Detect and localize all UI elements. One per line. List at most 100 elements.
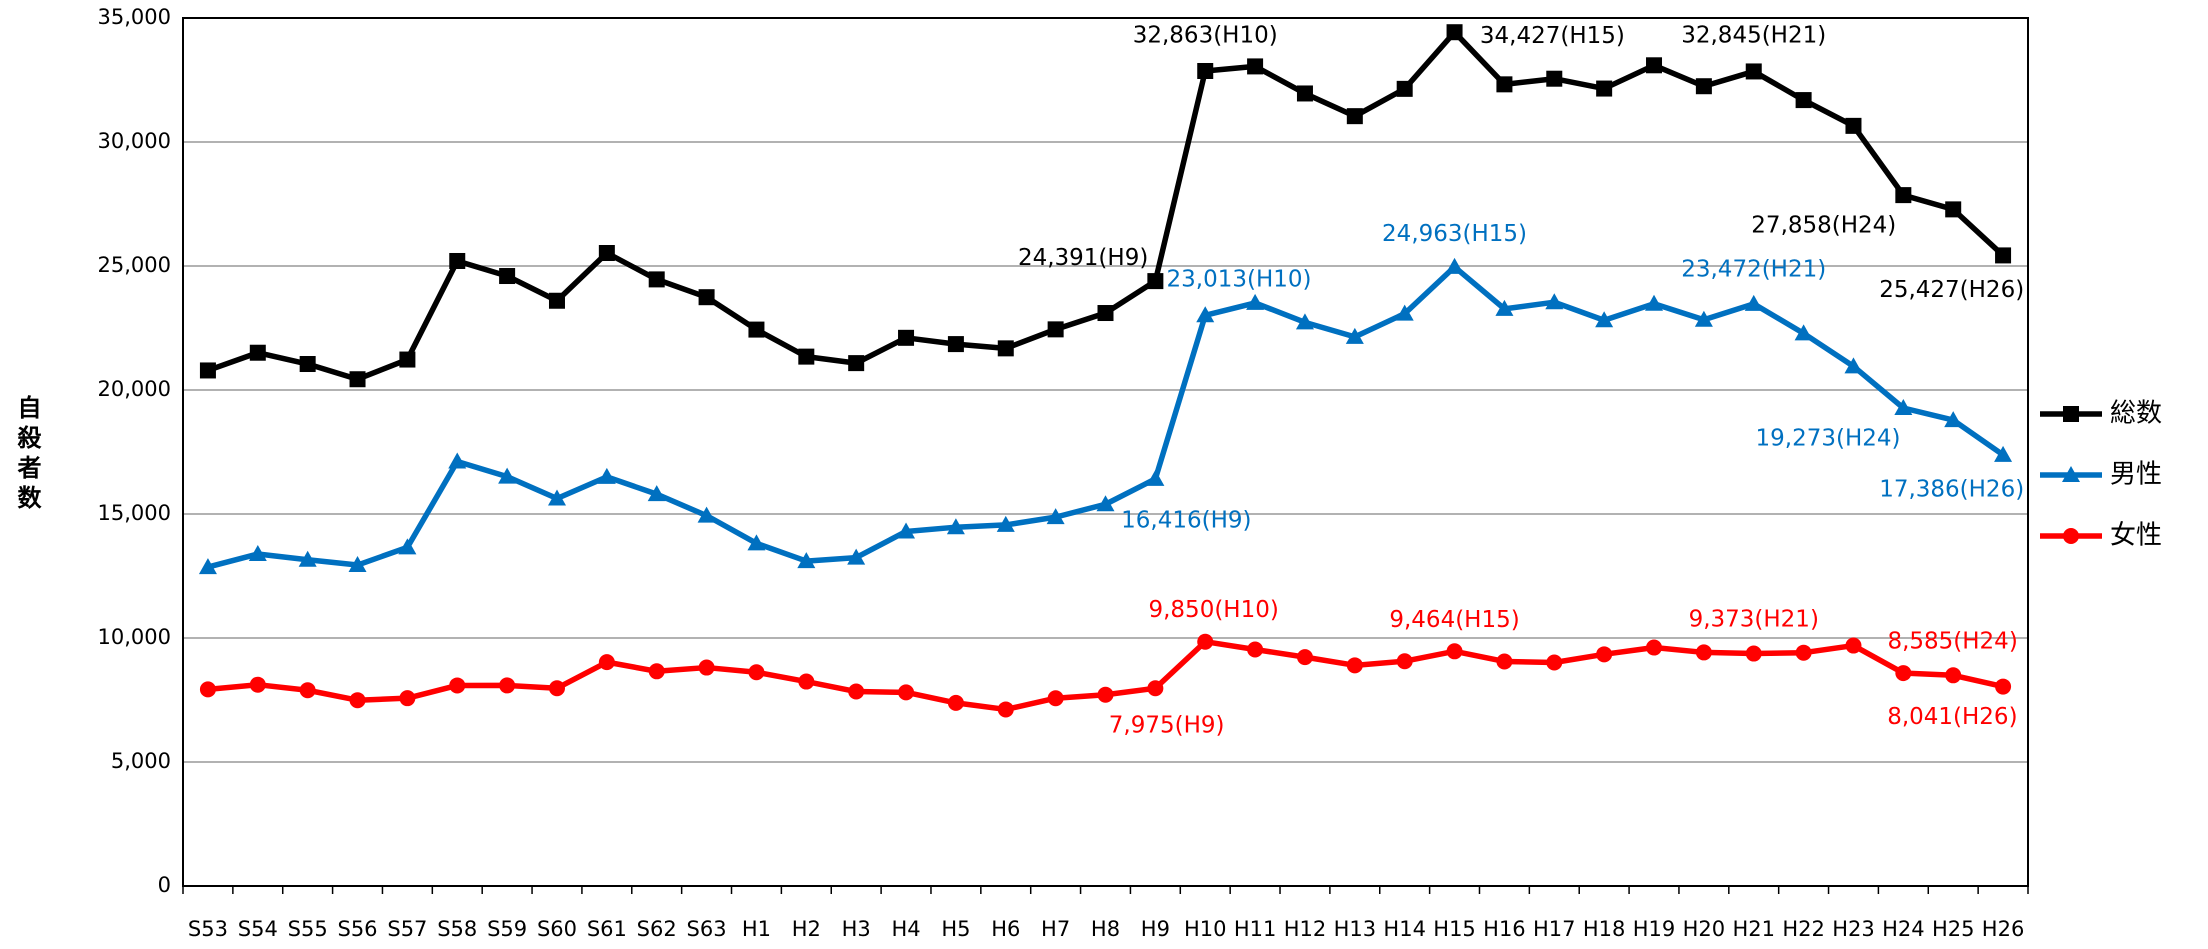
marker <box>1694 310 1713 327</box>
marker <box>1147 273 1164 290</box>
y-tick-label: 25,000 <box>98 253 171 277</box>
marker <box>398 538 417 555</box>
marker <box>1046 508 1065 525</box>
marker <box>547 489 566 506</box>
marker <box>697 506 716 523</box>
x-tick-label: S53 <box>188 917 228 941</box>
x-tick-label: H16 <box>1483 917 1526 941</box>
x-tick-label: S56 <box>337 917 377 941</box>
x-tick-label: H22 <box>1782 917 1825 941</box>
value-label: 19,273(H24) <box>1756 426 1901 452</box>
marker <box>1845 117 1862 134</box>
marker <box>249 676 266 693</box>
x-tick-label: H24 <box>1882 917 1925 941</box>
x-tick-label: H8 <box>1091 917 1120 941</box>
x-tick-label: S63 <box>687 917 727 941</box>
marker <box>348 556 367 573</box>
marker <box>1446 24 1463 41</box>
marker <box>198 558 217 575</box>
marker <box>1596 646 1613 663</box>
marker <box>1097 305 1114 322</box>
line <box>207 29 2005 382</box>
marker <box>997 701 1014 718</box>
marker <box>1745 63 1762 80</box>
value-label: 27,858(H24) <box>1751 213 1896 239</box>
marker <box>298 550 317 567</box>
marker <box>1197 633 1214 650</box>
marker <box>448 452 467 469</box>
value-label: 16,416(H9) <box>1121 508 1251 534</box>
x-tick-label: H17 <box>1533 917 1576 941</box>
marker <box>897 522 916 539</box>
legend-label: 男性 <box>2110 460 2162 490</box>
x-tick-label: H25 <box>1932 917 1975 941</box>
y-tick-label: 0 <box>158 873 171 897</box>
x-tick-label: H2 <box>792 917 821 941</box>
x-tick-label: H12 <box>1284 917 1327 941</box>
y-tick-label: 35,000 <box>98 5 171 29</box>
marker <box>1197 62 1214 79</box>
marker <box>548 680 565 697</box>
marker <box>1545 293 1564 310</box>
marker <box>1247 641 1264 658</box>
marker <box>1744 294 1763 311</box>
marker <box>449 677 466 694</box>
y-tick-label: 5,000 <box>111 749 171 773</box>
marker <box>1346 657 1363 674</box>
marker <box>798 348 815 365</box>
marker <box>847 548 866 565</box>
y-tick-label: 30,000 <box>98 129 171 153</box>
marker <box>597 467 616 484</box>
marker <box>848 683 865 700</box>
x-tick-label: S57 <box>387 917 427 941</box>
marker <box>1596 80 1613 97</box>
marker <box>1296 85 1313 102</box>
x-tick-label: H7 <box>1041 917 1070 941</box>
marker <box>997 340 1014 357</box>
marker <box>1146 469 1165 486</box>
marker <box>1295 313 1314 330</box>
x-tick-label: S59 <box>487 917 527 941</box>
marker <box>1446 643 1463 660</box>
value-label: 8,585(H24) <box>1887 629 2017 655</box>
marker <box>798 673 815 690</box>
marker <box>598 654 615 671</box>
marker <box>947 336 964 353</box>
marker <box>1695 644 1712 661</box>
marker <box>1845 637 1862 654</box>
marker <box>1246 293 1265 310</box>
marker <box>399 690 416 707</box>
x-tick-label: S54 <box>238 917 278 941</box>
marker <box>648 271 665 288</box>
series: 24,391(H9) 32,863(H10) 34,427(H15) 32,845(H… <box>199 22 2024 388</box>
legend-label: 女性 <box>2110 521 2162 551</box>
y-tick-label: 10,000 <box>98 625 171 649</box>
marker <box>1047 321 1064 338</box>
marker <box>1296 649 1313 666</box>
y-tick-label: 20,000 <box>98 377 171 401</box>
x-tick-label: H18 <box>1583 917 1626 941</box>
marker <box>1844 357 1863 374</box>
marker <box>1995 247 2012 264</box>
marker <box>199 681 216 698</box>
marker <box>1595 311 1614 328</box>
x-tick-label: H14 <box>1383 917 1426 941</box>
legend-marker <box>2062 466 2080 482</box>
marker <box>1894 399 1913 416</box>
marker <box>1346 108 1363 125</box>
x-tick-label: H19 <box>1633 917 1676 941</box>
x-tick-label: H3 <box>842 917 871 941</box>
marker <box>947 694 964 711</box>
value-label: 7,975(H9) <box>1109 713 1225 739</box>
marker <box>648 663 665 680</box>
value-label: 32,863(H10) <box>1133 22 1278 48</box>
marker <box>748 321 765 338</box>
marker <box>598 245 615 262</box>
value-label: 34,427(H15) <box>1480 23 1625 49</box>
marker <box>548 292 565 309</box>
value-label: 9,373(H21) <box>1689 606 1819 632</box>
marker <box>1247 58 1264 75</box>
marker <box>1096 495 1115 512</box>
x-tick-label: S61 <box>587 917 627 941</box>
